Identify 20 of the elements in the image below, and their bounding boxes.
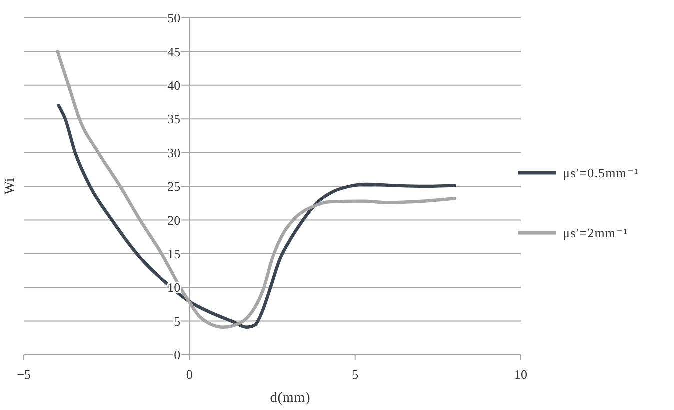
x-axis-title: d(mm) <box>270 391 311 406</box>
y-tick-label: 5 <box>174 314 181 329</box>
x-tick-label: 0 <box>186 367 193 382</box>
y-tick-label: 20 <box>168 212 181 228</box>
y-tick-label: 40 <box>168 78 181 93</box>
legend-label: μs′=0.5mm⁻¹ <box>563 166 640 181</box>
y-axis-title: Wi <box>3 178 18 195</box>
line-series <box>57 104 456 329</box>
y-tick-label: 0 <box>174 348 181 363</box>
y-tick-label: 10 <box>168 280 181 296</box>
x-tick-label: 5 <box>352 367 359 382</box>
y-tick-label: 45 <box>168 44 181 60</box>
y-tick-label: 15 <box>168 246 181 262</box>
y-tick-label: 30 <box>168 145 181 160</box>
x-tick-label: 10 <box>514 367 528 382</box>
y-tick-label: 50 <box>168 10 181 26</box>
x-tick-label: −5 <box>17 367 31 382</box>
y-tick-label: 35 <box>168 112 181 127</box>
y-tick-label: 25 <box>168 179 181 194</box>
legend-label: μs′=2mm⁻¹ <box>563 226 628 241</box>
